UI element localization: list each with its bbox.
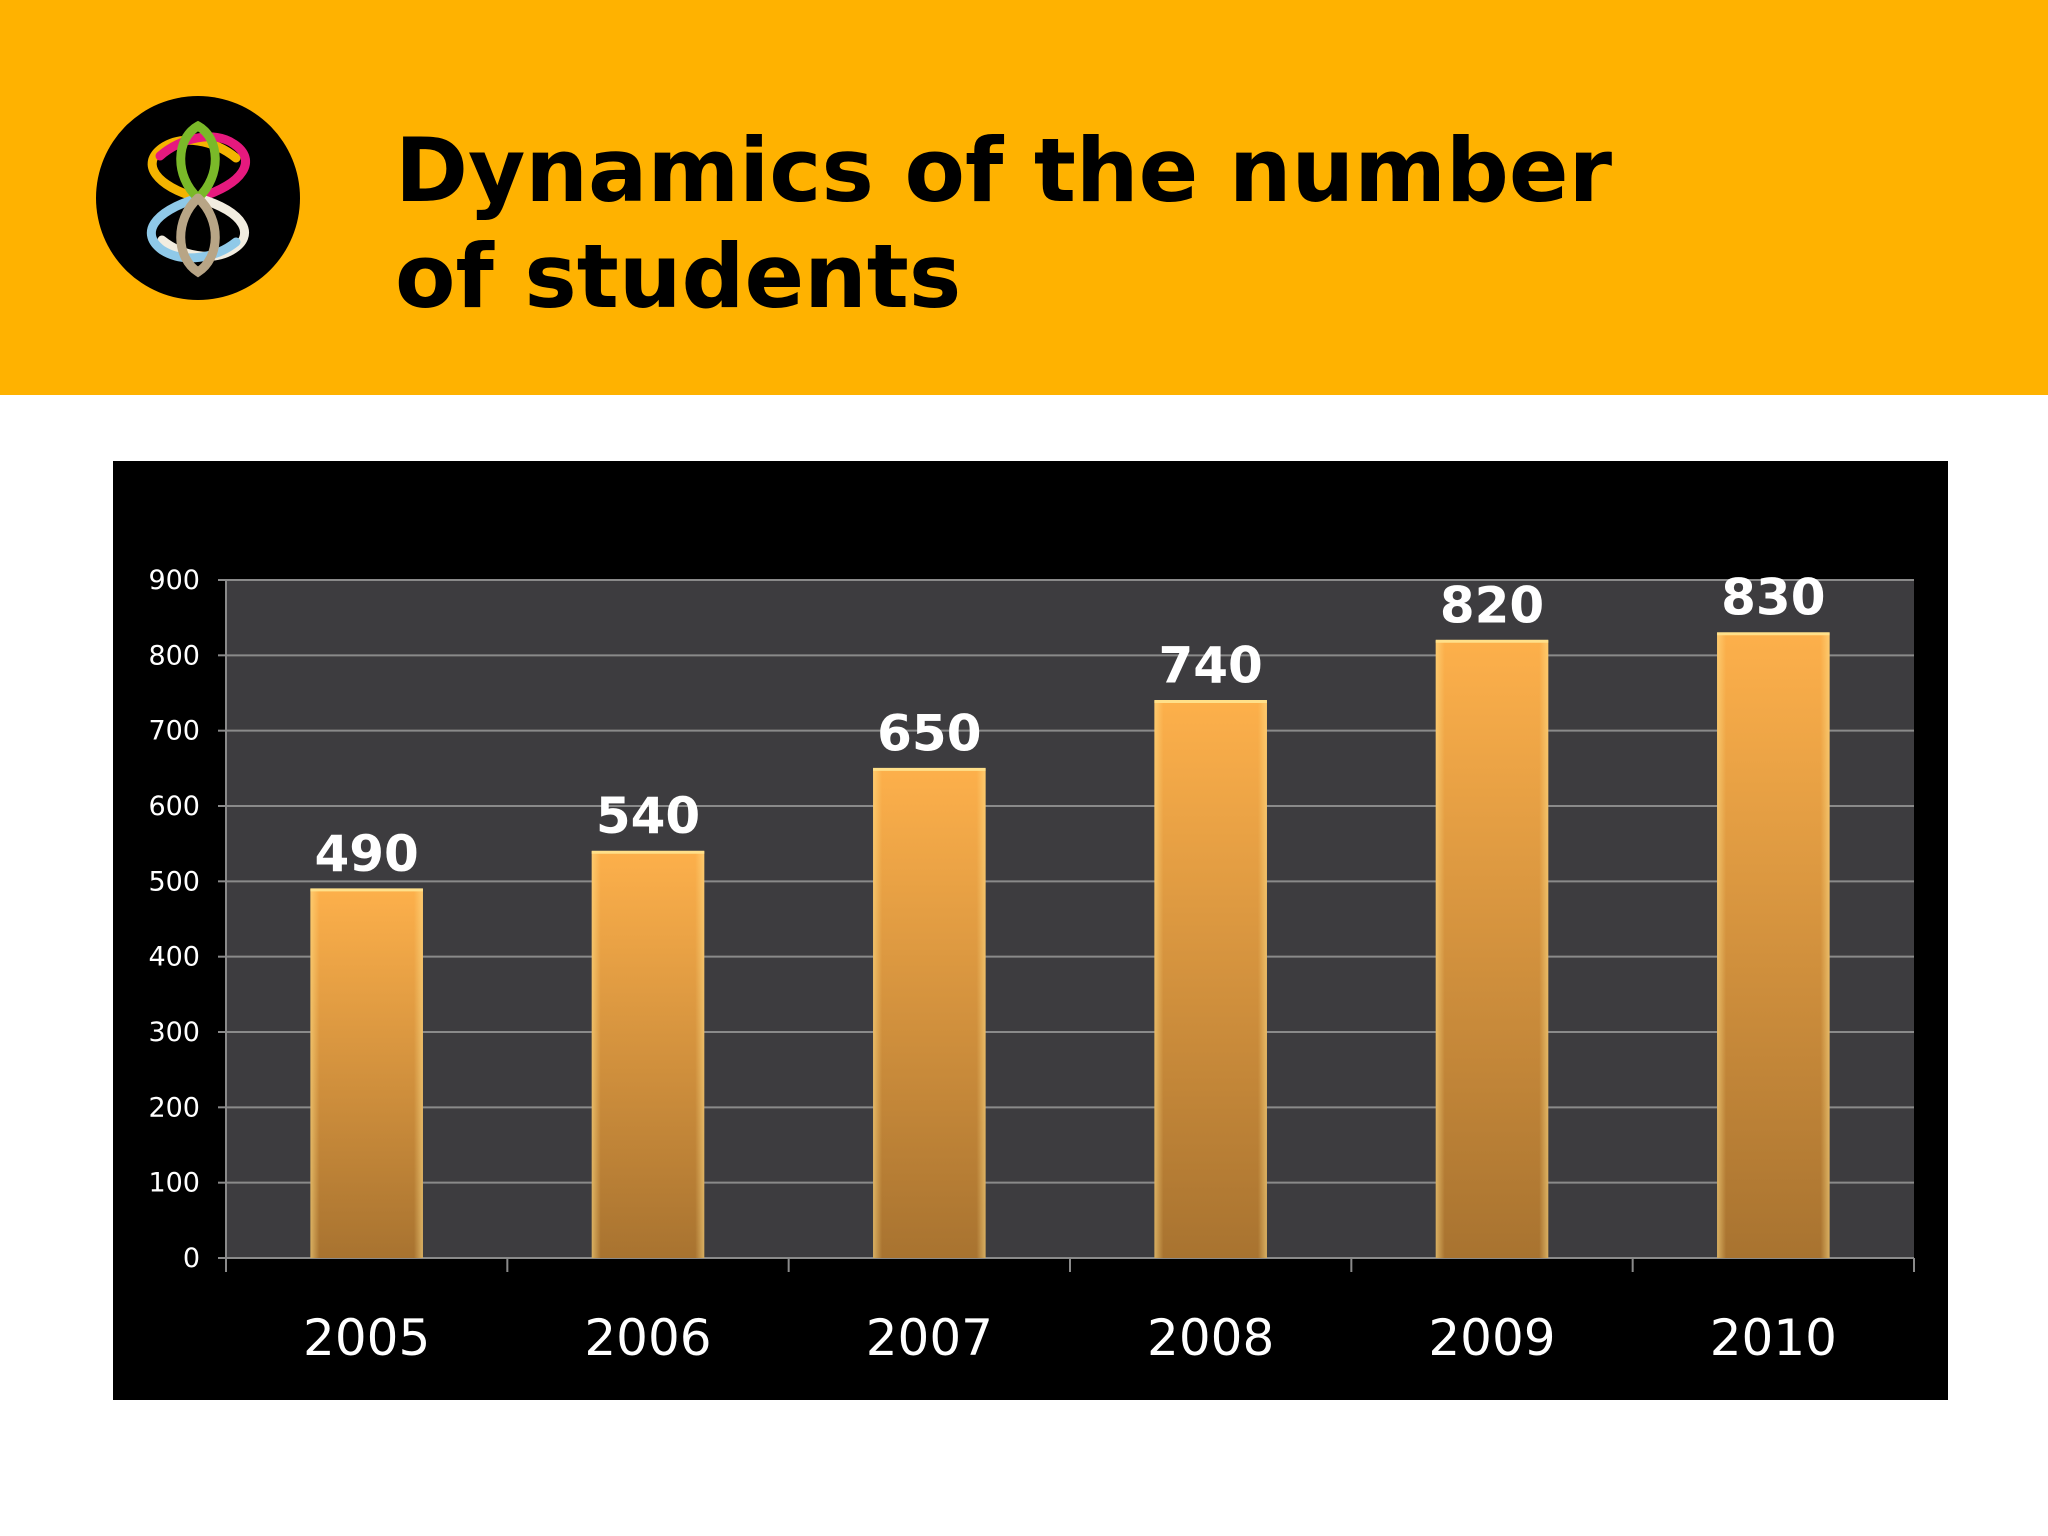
data-label: 830 — [1721, 569, 1825, 627]
x-tick-label: 2010 — [1710, 1309, 1837, 1367]
bar-chart: 0 100 200 300 400 500 600 700 800 900 490 2005 540 20… — [148, 565, 1915, 1367]
y-tick-label: 0 — [183, 1243, 200, 1274]
data-label: 820 — [1440, 576, 1544, 634]
plot-background — [226, 580, 1914, 1258]
data-label: 740 — [1158, 637, 1262, 695]
y-tick-label: 400 — [148, 942, 200, 973]
header-band: Dynamics of the number of students — [0, 0, 2048, 395]
x-tick-label: 2005 — [303, 1309, 430, 1367]
bar-sheen — [1435, 640, 1549, 1258]
data-label: 490 — [314, 825, 418, 883]
infinity-knot-logo-icon — [96, 96, 300, 300]
data-label: 650 — [877, 704, 981, 762]
data-label: 540 — [596, 787, 700, 845]
y-tick-label: 100 — [148, 1168, 200, 1199]
title-line-2: of students — [395, 225, 962, 328]
y-tick-label: 500 — [148, 866, 200, 897]
y-tick-label: 700 — [148, 716, 200, 747]
y-tick-label: 200 — [148, 1092, 200, 1123]
bar-sheen — [873, 768, 986, 1258]
chart-panel: 0 100 200 300 400 500 600 700 800 900 490 2005 540 20… — [113, 461, 1948, 1400]
bar-sheen — [310, 888, 423, 1258]
bar-sheen — [591, 851, 705, 1258]
y-tick-label: 900 — [148, 565, 200, 596]
bar-sheen — [1154, 700, 1267, 1258]
page-title: Dynamics of the number of students — [395, 118, 1895, 330]
x-tick-label: 2008 — [1147, 1309, 1274, 1367]
y-tick-label: 800 — [148, 640, 200, 671]
y-tick-label: 600 — [148, 791, 200, 822]
x-tick-label: 2006 — [584, 1309, 711, 1367]
title-line-1: Dynamics of the number — [395, 119, 1612, 222]
x-tick-label: 2007 — [866, 1309, 993, 1367]
y-tick-label: 300 — [148, 1017, 200, 1048]
plot-area: 0 100 200 300 400 500 600 700 800 900 490 2005 540 20… — [148, 565, 1915, 1367]
x-tick-label: 2009 — [1428, 1309, 1555, 1367]
bar-sheen — [1717, 632, 1830, 1258]
